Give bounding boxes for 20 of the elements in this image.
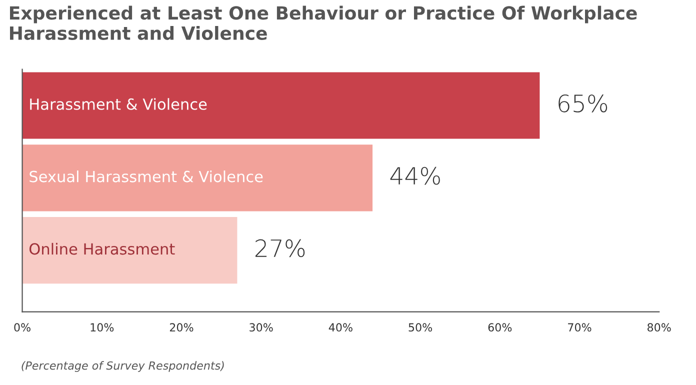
x-tick-label: 40% [328, 323, 352, 332]
data-label: 27% [256, 239, 305, 258]
x-tick-label: 0% [14, 323, 30, 332]
y-tick-label: Harassment & Violence [30, 98, 207, 110]
bar [22, 144, 373, 212]
x-tick-label: 10% [90, 323, 114, 332]
bar [22, 72, 540, 139]
x-tick-label: 70% [568, 323, 592, 332]
bar [22, 217, 238, 284]
x-tick-label: 20% [170, 323, 194, 332]
chart-title: Experienced at Least One Behaviour or Practice Of Workplace Harassment and Violence [10, 6, 637, 40]
data-label: 65% [558, 94, 608, 112]
x-tick-label: 50% [408, 323, 432, 332]
text: (Percentage of Survey Respondents) [22, 361, 224, 372]
y-tick-label: Sexual Harassment & Violence [30, 170, 263, 182]
data-label: 44% [390, 166, 440, 185]
x-tick-label: 80% [648, 323, 671, 332]
y-tick-label: Online Harassment [29, 242, 175, 255]
x-tick-label: 30% [250, 323, 273, 332]
x-tick-label: 60% [488, 323, 512, 332]
